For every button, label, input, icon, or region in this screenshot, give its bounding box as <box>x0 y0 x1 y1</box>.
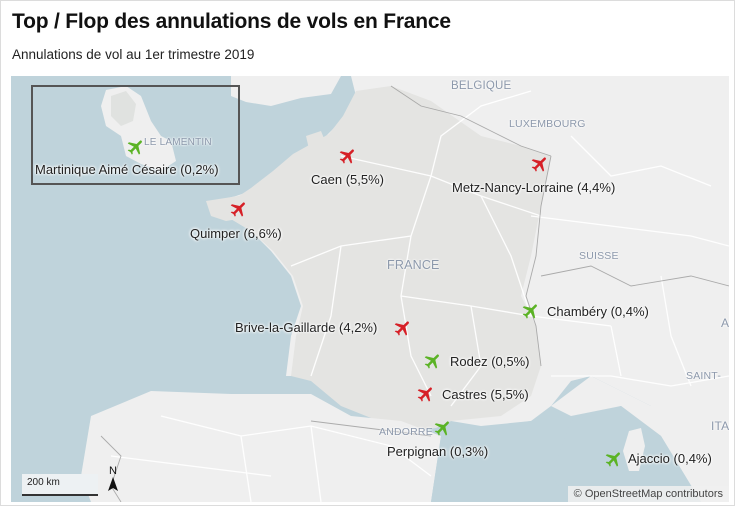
country-label-a: A <box>721 316 729 330</box>
country-label-suisse: SUISSE <box>579 250 619 262</box>
country-label-ita: ITA <box>711 419 729 433</box>
airplane-icon-perpignan[interactable] <box>433 418 453 438</box>
scale-label: 200 km <box>27 477 60 488</box>
airport-label-ajaccio: Ajaccio (0,4%) <box>628 451 712 466</box>
country-label-belgique: BELGIQUE <box>451 80 512 92</box>
airplane-icon-chambery[interactable] <box>521 301 541 321</box>
airplane-icon-rodez[interactable] <box>423 351 443 371</box>
map-view[interactable]: BELGIQUE LUXEMBOURG FRANCE SUISSE ANDORR… <box>11 76 729 502</box>
basemap <box>81 76 729 502</box>
airport-label-quimper: Quimper (6,6%) <box>190 226 282 241</box>
airport-label-rodez: Rodez (0,5%) <box>450 354 530 369</box>
airport-label-metz: Metz-Nancy-Lorraine (4,4%) <box>452 180 616 195</box>
north-arrow: N <box>106 465 120 495</box>
north-arrow-icon <box>108 477 118 491</box>
map-attribution[interactable]: © OpenStreetMap contributors <box>567 486 729 502</box>
country-label-france: FRANCE <box>387 258 440 272</box>
country-label-andorre: ANDORRE <box>379 426 433 438</box>
airplane-icon-ajaccio[interactable] <box>604 449 624 469</box>
country-label-saint: SAINT- <box>686 370 722 382</box>
airport-label-chambery: Chambéry (0,4%) <box>547 304 649 319</box>
airplane-icon-castres[interactable] <box>416 384 436 404</box>
north-label: N <box>109 465 117 477</box>
airplane-icon-brive[interactable] <box>393 318 413 338</box>
airport-label-brive: Brive-la-Gaillarde (4,2%) <box>235 320 378 335</box>
airplane-icon-metz[interactable] <box>530 154 550 174</box>
martinique-inset <box>31 85 240 185</box>
scale-bar: 200 km <box>22 474 98 496</box>
page-title: Top / Flop des annulations de vols en Fr… <box>12 10 451 33</box>
country-label-luxembourg: LUXEMBOURG <box>509 118 586 130</box>
airplane-icon-martinique[interactable] <box>126 137 146 157</box>
airplane-icon-quimper[interactable] <box>229 199 249 219</box>
airport-label-martinique: Martinique Aimé Césaire (0,2%) <box>35 162 219 177</box>
airport-label-caen: Caen (5,5%) <box>311 172 384 187</box>
airplane-icon-caen[interactable] <box>338 146 358 166</box>
airport-label-perpignan: Perpignan (0,3%) <box>387 444 489 459</box>
place-label-le-lamentin: LE LAMENTIN <box>144 137 212 148</box>
page-subtitle: Annulations de vol au 1er trimestre 2019 <box>12 47 255 62</box>
airport-label-castres: Castres (5,5%) <box>442 387 529 402</box>
